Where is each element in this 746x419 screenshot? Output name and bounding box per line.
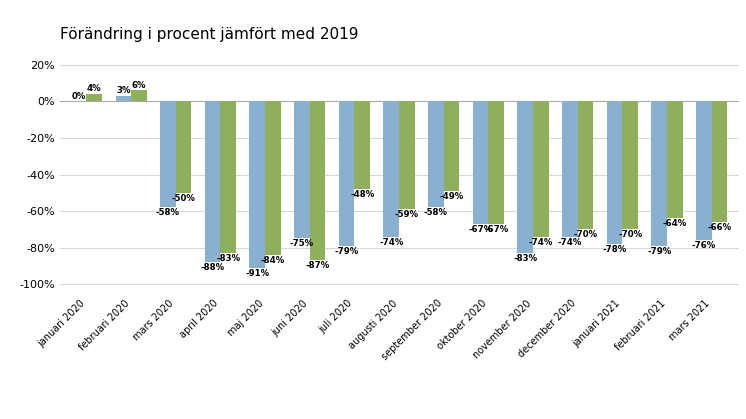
Text: -48%: -48%: [350, 190, 374, 199]
Bar: [606, 101, 622, 244]
Text: -58%: -58%: [156, 208, 180, 217]
Text: -88%: -88%: [201, 263, 225, 272]
Bar: [444, 101, 460, 191]
Bar: [399, 101, 415, 209]
Text: -67%: -67%: [468, 225, 493, 234]
Bar: [116, 96, 131, 101]
Text: -74%: -74%: [529, 238, 553, 246]
Bar: [577, 101, 593, 229]
Text: -58%: -58%: [424, 208, 448, 217]
Text: 3%: 3%: [116, 86, 131, 95]
Text: -76%: -76%: [692, 241, 716, 250]
Bar: [489, 101, 504, 224]
Bar: [383, 101, 399, 237]
Text: -64%: -64%: [662, 219, 687, 228]
Bar: [667, 101, 683, 218]
Text: -78%: -78%: [603, 245, 627, 254]
Bar: [294, 101, 310, 238]
Bar: [249, 101, 265, 268]
Bar: [339, 101, 354, 246]
Bar: [265, 101, 280, 255]
Text: -83%: -83%: [216, 254, 240, 263]
Bar: [176, 101, 192, 193]
Text: -75%: -75%: [290, 239, 314, 248]
Bar: [562, 101, 577, 237]
Bar: [712, 101, 727, 222]
Bar: [87, 94, 102, 101]
Text: -74%: -74%: [558, 238, 582, 246]
Bar: [221, 101, 236, 253]
Bar: [622, 101, 638, 229]
Text: -49%: -49%: [439, 192, 464, 201]
Bar: [354, 101, 370, 189]
Bar: [696, 101, 712, 241]
Bar: [428, 101, 444, 207]
Bar: [205, 101, 221, 262]
Text: -83%: -83%: [513, 254, 537, 263]
Text: -79%: -79%: [334, 247, 359, 256]
Text: 4%: 4%: [87, 84, 101, 93]
Bar: [533, 101, 549, 237]
Text: Förändring i procent jämfört med 2019: Förändring i procent jämfört med 2019: [60, 27, 358, 42]
Text: -74%: -74%: [379, 238, 404, 246]
Text: 0%: 0%: [72, 91, 86, 101]
Text: -84%: -84%: [261, 256, 285, 265]
Text: -79%: -79%: [647, 247, 671, 256]
Bar: [131, 91, 147, 101]
Bar: [310, 101, 325, 261]
Bar: [651, 101, 667, 246]
Text: -91%: -91%: [245, 269, 269, 278]
Text: -50%: -50%: [172, 194, 195, 203]
Text: -70%: -70%: [574, 230, 598, 239]
Text: -87%: -87%: [305, 261, 330, 270]
Bar: [473, 101, 489, 224]
Bar: [160, 101, 176, 207]
Text: -66%: -66%: [707, 223, 732, 232]
Bar: [518, 101, 533, 253]
Text: -70%: -70%: [618, 230, 642, 239]
Text: -67%: -67%: [484, 225, 508, 234]
Text: -59%: -59%: [395, 210, 419, 219]
Text: 6%: 6%: [132, 80, 146, 90]
